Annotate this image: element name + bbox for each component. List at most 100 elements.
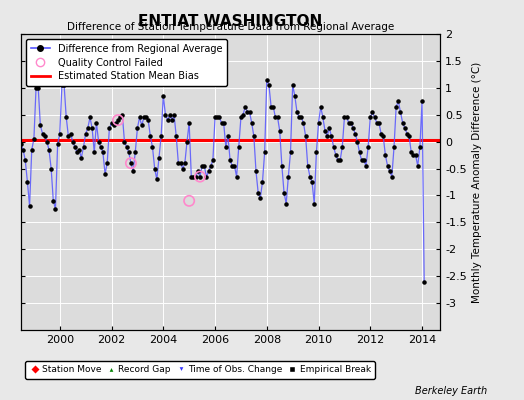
Point xyxy=(103,160,112,166)
Point xyxy=(373,120,381,126)
Point xyxy=(254,190,263,196)
Point xyxy=(345,120,353,126)
Point xyxy=(36,122,45,129)
Point xyxy=(314,120,323,126)
Point xyxy=(47,165,56,172)
Point xyxy=(407,149,416,156)
Point xyxy=(152,176,161,182)
Point xyxy=(303,163,312,169)
Point xyxy=(144,117,152,123)
Point xyxy=(163,117,172,123)
Point xyxy=(196,174,204,180)
Point xyxy=(133,125,141,131)
Point xyxy=(289,82,297,88)
Point xyxy=(146,133,155,140)
Point xyxy=(94,138,103,145)
Point xyxy=(114,117,122,123)
Point xyxy=(193,168,202,174)
Point xyxy=(114,117,122,123)
Point xyxy=(381,152,389,158)
Point xyxy=(140,114,148,121)
Point xyxy=(310,200,319,207)
Point xyxy=(150,165,159,172)
Point xyxy=(53,141,62,148)
Point xyxy=(390,144,398,150)
Point xyxy=(21,157,29,164)
Point xyxy=(148,144,157,150)
Point xyxy=(325,125,333,131)
Point xyxy=(183,138,191,145)
Point xyxy=(204,168,213,174)
Point xyxy=(200,163,209,169)
Point xyxy=(347,120,355,126)
Point xyxy=(86,114,94,121)
Point xyxy=(177,160,185,166)
Point xyxy=(121,138,129,145)
Point xyxy=(364,144,373,150)
Point xyxy=(185,120,193,126)
Point xyxy=(189,174,198,180)
Point xyxy=(332,152,340,158)
Point xyxy=(379,133,387,140)
Point xyxy=(159,93,168,99)
Point xyxy=(125,149,133,156)
Point xyxy=(23,179,31,185)
Point xyxy=(8,141,17,148)
Point xyxy=(400,125,409,131)
Point xyxy=(118,112,126,118)
Point xyxy=(73,149,81,156)
Point xyxy=(351,130,359,137)
Point xyxy=(215,114,224,121)
Point xyxy=(25,203,34,210)
Point xyxy=(334,157,342,164)
Point xyxy=(233,174,241,180)
Point xyxy=(299,120,308,126)
Point xyxy=(321,128,329,134)
Point xyxy=(32,85,40,91)
Point xyxy=(45,146,53,153)
Point xyxy=(67,130,75,137)
Point xyxy=(312,149,321,156)
Point xyxy=(388,174,396,180)
Point xyxy=(260,149,269,156)
Point xyxy=(187,174,195,180)
Point xyxy=(62,114,70,121)
Point xyxy=(40,133,49,140)
Point xyxy=(368,109,377,115)
Point xyxy=(38,130,47,137)
Point xyxy=(84,125,92,131)
Point xyxy=(99,149,107,156)
Point xyxy=(71,144,79,150)
Point xyxy=(291,93,299,99)
Point xyxy=(297,114,305,121)
Point xyxy=(137,122,146,129)
Point xyxy=(28,146,36,153)
Point xyxy=(323,133,331,140)
Point xyxy=(366,114,375,121)
Point xyxy=(79,144,88,150)
Point xyxy=(213,114,221,121)
Point xyxy=(123,144,131,150)
Point xyxy=(127,160,135,166)
Point xyxy=(174,160,182,166)
Point xyxy=(49,198,58,204)
Point xyxy=(217,120,226,126)
Point xyxy=(349,125,357,131)
Point xyxy=(226,157,234,164)
Point xyxy=(69,138,77,145)
Point xyxy=(265,82,273,88)
Point xyxy=(15,125,23,131)
Point xyxy=(222,144,230,150)
Point xyxy=(107,120,116,126)
Point xyxy=(60,82,68,88)
Point xyxy=(245,109,254,115)
Point xyxy=(161,112,170,118)
Point xyxy=(17,141,25,148)
Point xyxy=(353,138,362,145)
Point xyxy=(274,114,282,121)
Point xyxy=(64,133,73,140)
Point xyxy=(196,174,204,180)
Point xyxy=(394,98,402,104)
Point xyxy=(51,206,60,212)
Point xyxy=(77,154,85,161)
